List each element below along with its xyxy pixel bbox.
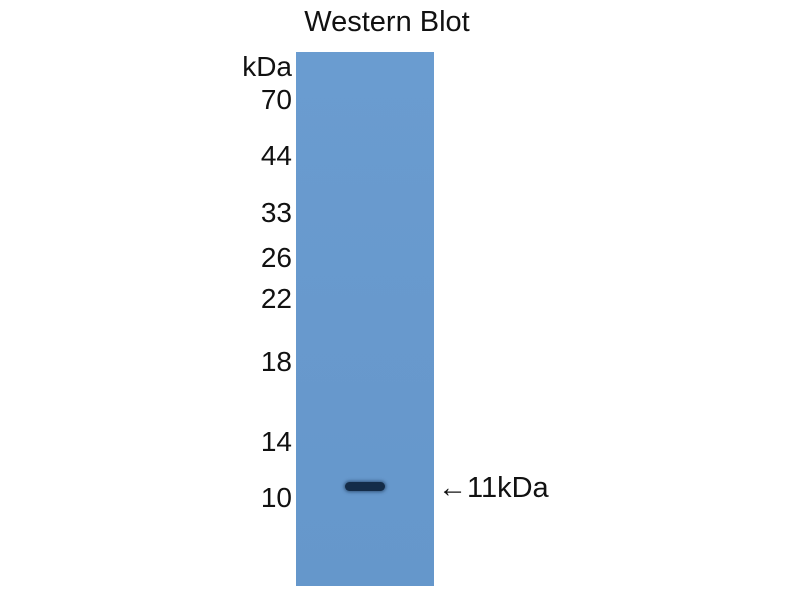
marker-70: 70: [260, 84, 292, 115]
marker-33: 33: [260, 197, 292, 228]
marker-44: 44: [260, 140, 292, 171]
marker-22: 22: [260, 283, 292, 314]
unit-label: kDa: [242, 51, 292, 82]
protein-band: [345, 482, 385, 491]
band-size-label: ←11kDa: [438, 472, 549, 504]
marker-10: 10: [260, 482, 292, 513]
marker-14: 14: [260, 426, 292, 457]
marker-26: 26: [260, 242, 292, 273]
marker-18: 18: [260, 346, 292, 377]
blot-membrane: [296, 52, 434, 586]
